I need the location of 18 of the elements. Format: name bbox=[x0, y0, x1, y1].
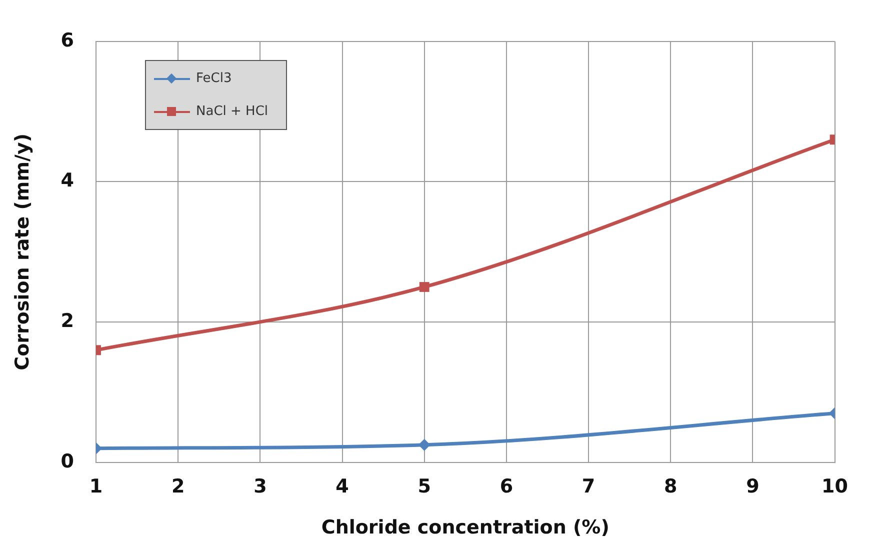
x-tick-label: 1 bbox=[89, 476, 103, 498]
legend-label: FeCl3 bbox=[196, 71, 232, 86]
x-axis-title: Chloride concentration (%) bbox=[321, 516, 610, 539]
x-tick-label: 10 bbox=[822, 476, 848, 498]
x-tick-label: 4 bbox=[336, 476, 349, 498]
y-tick-label: 6 bbox=[60, 29, 74, 52]
x-tick-label: 7 bbox=[582, 476, 596, 498]
x-tick-label: 2 bbox=[171, 476, 185, 498]
y-axis-title: Corrosion rate (mm/y) bbox=[11, 133, 34, 370]
y-tick-label: 4 bbox=[60, 170, 74, 192]
y-tick-label: 0 bbox=[60, 450, 74, 472]
x-tick-label: 5 bbox=[418, 476, 431, 498]
x-tick-label: 8 bbox=[664, 476, 678, 498]
x-tick-label: 3 bbox=[254, 476, 267, 498]
x-tick-label: 9 bbox=[746, 476, 760, 498]
y-tick-label: 2 bbox=[60, 310, 74, 332]
legend-label: NaCl + HCl bbox=[196, 104, 268, 119]
x-tick-label: 6 bbox=[500, 476, 514, 498]
